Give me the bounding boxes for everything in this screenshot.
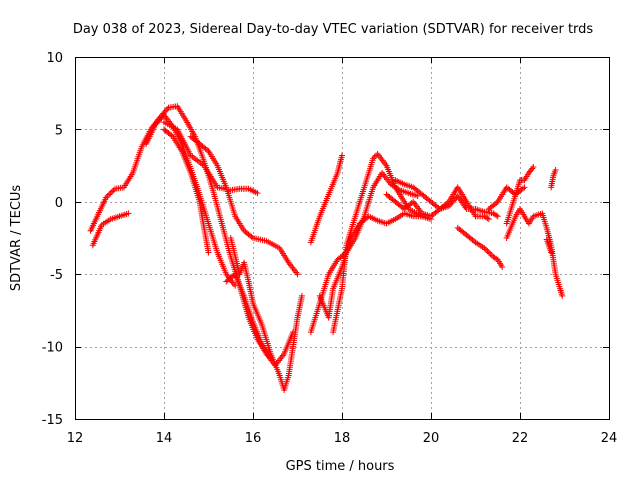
x-tick-label: 22 — [512, 431, 529, 446]
axis-ticks: 12 14 16 18 20 22 24 -15 -10 -5 0 5 10 — [42, 51, 618, 446]
x-axis-label: GPS time / hours — [286, 459, 395, 474]
data-point-arc-14 — [484, 215, 491, 222]
y-tick-label: -10 — [42, 341, 63, 356]
data-point-arc-1 — [110, 187, 117, 194]
data-point-arc-5 — [254, 190, 261, 197]
y-tick-label: -15 — [42, 413, 63, 428]
data-point-arc-14 — [485, 216, 492, 223]
data-point-arc-1 — [160, 110, 167, 117]
data-point-arc-19 — [548, 249, 555, 256]
data-point-arc-3 — [152, 122, 159, 129]
data-point-arc-8 — [298, 292, 305, 299]
data-point-arc-13 — [493, 212, 500, 219]
y-tick-label: 5 — [55, 123, 63, 138]
grid — [75, 57, 609, 419]
data-point-arc-6 — [248, 233, 255, 240]
data-point-arc-1 — [103, 194, 110, 201]
data-point-arc-15 — [482, 246, 489, 253]
data-point-arc-1 — [107, 190, 114, 197]
data-point-arc-15 — [485, 249, 492, 256]
data-point-arc-14 — [444, 200, 451, 207]
data-point-arc-3 — [158, 114, 165, 121]
data-point-arc-17 — [529, 165, 536, 172]
data-point-arc-3 — [153, 120, 160, 127]
data-point-arc-1 — [104, 193, 111, 200]
data-point-arc-1 — [161, 109, 168, 116]
data-point-arc-1 — [164, 106, 171, 113]
data-point-arc-12 — [370, 155, 377, 162]
x-tick-label: 14 — [156, 431, 173, 446]
data-point-arc-20 — [552, 166, 559, 173]
x-tick-label: 12 — [67, 431, 84, 446]
x-tick-label: 20 — [423, 431, 440, 446]
data-point-arc-1 — [162, 107, 169, 114]
data-point-arc-10 — [339, 152, 345, 159]
x-tick-label: 18 — [334, 431, 351, 446]
plot-frame — [75, 57, 610, 420]
data-point-arc-6 — [204, 146, 211, 153]
y-tick-label: 0 — [55, 196, 63, 211]
chart-title: Day 038 of 2023, Sidereal Day-to-day VTE… — [73, 22, 594, 37]
y-axis-label: SDTVAR / TECUs — [9, 185, 24, 292]
data-point-arc-4 — [168, 132, 175, 139]
data-points — [87, 103, 566, 394]
y-tick-label: -5 — [50, 268, 63, 283]
data-point-arc-3 — [155, 117, 162, 124]
data-point-arc-6 — [294, 271, 301, 278]
data-point-arc-16 — [519, 185, 526, 192]
x-tick-label: 24 — [601, 431, 618, 446]
data-point-arc-1 — [106, 191, 113, 198]
data-point-arc-15 — [493, 255, 500, 262]
data-point-arc-15 — [484, 248, 491, 255]
data-point-arc-12 — [371, 153, 378, 160]
data-point-arc-13 — [494, 213, 501, 220]
data-point-arc-15 — [481, 245, 488, 252]
data-point-arc-15 — [499, 263, 506, 270]
y-tick-label: 10 — [46, 51, 63, 66]
data-point-arc-16 — [521, 184, 528, 191]
data-point-arc-15 — [471, 238, 478, 245]
data-point-arc-16 — [493, 200, 500, 207]
data-point-arc-15 — [487, 250, 494, 257]
data-point-arc-1 — [109, 188, 116, 195]
data-point-arc-4 — [205, 249, 212, 256]
data-point-arc-18 — [559, 292, 566, 299]
x-tick-label: 16 — [245, 431, 262, 446]
data-point-arc-3 — [154, 119, 161, 126]
data-point-arc-3 — [157, 116, 164, 123]
data-point-arc-9 — [414, 193, 421, 200]
data-point-arc-17 — [530, 164, 537, 171]
data-point-arc-2 — [125, 210, 132, 217]
